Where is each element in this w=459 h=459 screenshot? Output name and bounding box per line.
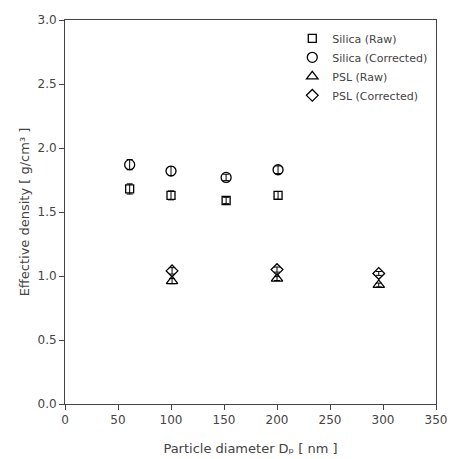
svg-text:Silica (Corrected): Silica (Corrected) (332, 52, 427, 65)
svg-text:3.0: 3.0 (38, 13, 57, 27)
svg-text:PSL (Corrected): PSL (Corrected) (332, 90, 418, 103)
svg-text:150: 150 (213, 413, 236, 427)
svg-text:50: 50 (110, 413, 125, 427)
svg-text:2.5: 2.5 (38, 77, 57, 91)
svg-text:Particle diameter Dₚ [ nm ]: Particle diameter Dₚ [ nm ] (163, 441, 337, 456)
svg-text:2.0: 2.0 (38, 141, 57, 155)
svg-text:0.0: 0.0 (38, 397, 57, 411)
svg-text:200: 200 (266, 413, 289, 427)
svg-text:350: 350 (425, 413, 448, 427)
svg-text:Effective density [ g/cm³ ]: Effective density [ g/cm³ ] (17, 128, 32, 297)
svg-text:PSL (Raw): PSL (Raw) (332, 71, 387, 84)
svg-text:100: 100 (160, 413, 183, 427)
svg-text:0: 0 (61, 413, 69, 427)
svg-text:1.5: 1.5 (38, 205, 57, 219)
svg-text:250: 250 (319, 413, 342, 427)
svg-text:0.5: 0.5 (38, 333, 57, 347)
svg-text:300: 300 (372, 413, 395, 427)
svg-text:1.0: 1.0 (38, 269, 57, 283)
svg-text:Silica (Raw): Silica (Raw) (332, 33, 396, 46)
